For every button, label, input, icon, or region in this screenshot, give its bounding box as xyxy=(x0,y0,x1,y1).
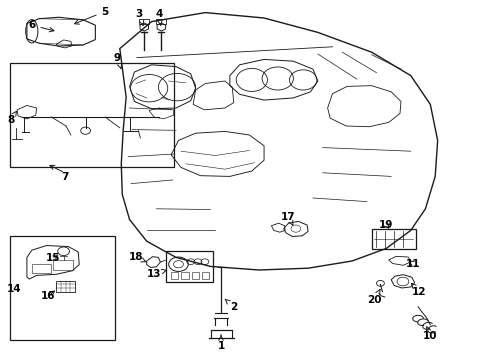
Bar xyxy=(156,19,166,24)
Text: 7: 7 xyxy=(61,172,69,182)
Text: 4: 4 xyxy=(155,9,163,25)
Text: 3: 3 xyxy=(136,9,143,25)
Bar xyxy=(10,236,115,340)
Bar xyxy=(371,229,415,249)
Text: 15: 15 xyxy=(45,253,60,264)
Text: 14: 14 xyxy=(6,284,21,294)
Text: 9: 9 xyxy=(114,53,122,68)
Bar xyxy=(139,19,149,24)
Text: 12: 12 xyxy=(410,283,426,297)
Text: 8: 8 xyxy=(7,111,17,125)
Text: 2: 2 xyxy=(224,299,237,312)
Text: 11: 11 xyxy=(405,258,420,269)
Text: 13: 13 xyxy=(146,269,166,279)
Text: 17: 17 xyxy=(281,212,295,225)
Bar xyxy=(56,281,75,292)
Bar xyxy=(191,272,199,279)
Text: 19: 19 xyxy=(378,220,393,230)
Bar xyxy=(166,251,212,282)
Text: 10: 10 xyxy=(422,327,437,341)
Bar xyxy=(171,272,178,279)
Text: 20: 20 xyxy=(366,289,381,305)
Bar xyxy=(181,272,188,279)
Text: 1: 1 xyxy=(217,335,224,351)
Bar xyxy=(32,264,51,273)
Text: 6: 6 xyxy=(28,20,54,32)
Bar xyxy=(10,63,173,167)
Text: 5: 5 xyxy=(74,6,108,24)
Text: 16: 16 xyxy=(41,291,55,301)
Text: 18: 18 xyxy=(128,252,146,262)
Bar xyxy=(53,260,73,270)
Bar xyxy=(202,272,209,279)
